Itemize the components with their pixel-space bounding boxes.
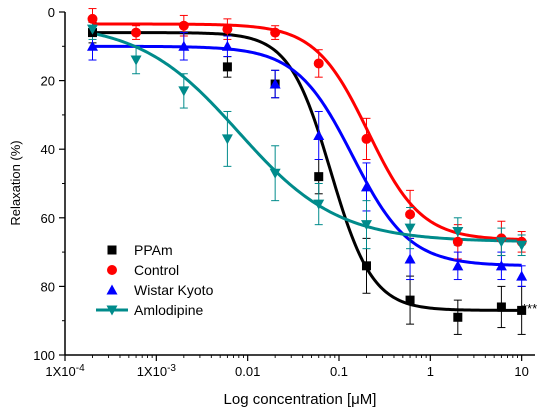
legend: PPAm Control Wistar Kyoto Amlodipine bbox=[96, 242, 214, 318]
x-tick-label: 1X10-4 bbox=[45, 363, 85, 379]
fit-curves bbox=[92, 22, 522, 312]
data-point bbox=[495, 237, 507, 248]
data-point bbox=[314, 172, 324, 182]
fit-curve-0 bbox=[92, 31, 522, 312]
data-point bbox=[313, 199, 325, 210]
y-tick-label: 60 bbox=[41, 211, 55, 226]
fit-curve-3 bbox=[92, 31, 522, 243]
data-point bbox=[453, 312, 463, 322]
data-point bbox=[404, 253, 416, 264]
y-tick-label: 100 bbox=[33, 348, 55, 363]
data-point bbox=[495, 260, 507, 271]
data-point bbox=[178, 86, 190, 97]
data-point bbox=[361, 133, 372, 144]
legend-label: PPAm bbox=[134, 242, 173, 258]
data-points bbox=[86, 13, 528, 322]
data-point bbox=[221, 134, 233, 145]
legend-label: Control bbox=[134, 262, 179, 278]
x-tick-label: 0.01 bbox=[235, 364, 260, 379]
data-point bbox=[496, 302, 506, 312]
x-tick-label: 0.1 bbox=[330, 364, 348, 379]
x-tick-label: 10 bbox=[514, 364, 528, 379]
legend-marker bbox=[107, 265, 117, 275]
y-tick-label: 0 bbox=[48, 5, 55, 20]
y-axis-title: Relaxation (%) bbox=[8, 140, 23, 225]
data-point bbox=[178, 20, 189, 31]
data-point bbox=[516, 270, 528, 281]
data-point bbox=[452, 227, 464, 238]
data-point bbox=[178, 40, 190, 51]
x-tick-label: 1 bbox=[427, 364, 434, 379]
data-point bbox=[222, 62, 232, 72]
data-point bbox=[269, 78, 281, 89]
data-point bbox=[361, 261, 371, 271]
data-point bbox=[222, 24, 233, 35]
error-bars bbox=[88, 8, 526, 335]
y-tick-label: 40 bbox=[41, 142, 55, 157]
data-point bbox=[517, 305, 527, 315]
data-point bbox=[269, 168, 281, 179]
data-point bbox=[130, 55, 142, 66]
data-point bbox=[516, 240, 528, 251]
legend-marker bbox=[106, 305, 118, 316]
data-point bbox=[452, 236, 463, 247]
significance-annotation: *** bbox=[522, 301, 537, 316]
fit-curve-2 bbox=[92, 44, 522, 267]
data-point bbox=[86, 40, 98, 51]
data-point bbox=[86, 24, 98, 35]
y-tick-label: 20 bbox=[41, 74, 55, 89]
data-point bbox=[452, 260, 464, 271]
data-point bbox=[404, 223, 416, 234]
data-point bbox=[405, 209, 416, 220]
data-point bbox=[87, 13, 98, 24]
legend-marker bbox=[106, 284, 118, 295]
data-point bbox=[313, 129, 325, 140]
data-point bbox=[360, 220, 372, 231]
x-tick-label: 1X10-3 bbox=[137, 363, 177, 379]
x-axis-title: Log concentration [μM] bbox=[224, 391, 377, 408]
y-tick-label: 80 bbox=[41, 279, 55, 294]
data-point bbox=[405, 295, 415, 305]
fit-curve-1 bbox=[92, 22, 522, 241]
data-point bbox=[270, 27, 281, 38]
legend-label: Amlodipine bbox=[134, 302, 203, 318]
data-point bbox=[313, 58, 324, 69]
legend-label: Wistar Kyoto bbox=[134, 282, 214, 298]
data-point bbox=[360, 181, 372, 192]
legend-marker bbox=[107, 245, 117, 255]
data-point bbox=[221, 40, 233, 51]
data-point bbox=[131, 27, 142, 38]
